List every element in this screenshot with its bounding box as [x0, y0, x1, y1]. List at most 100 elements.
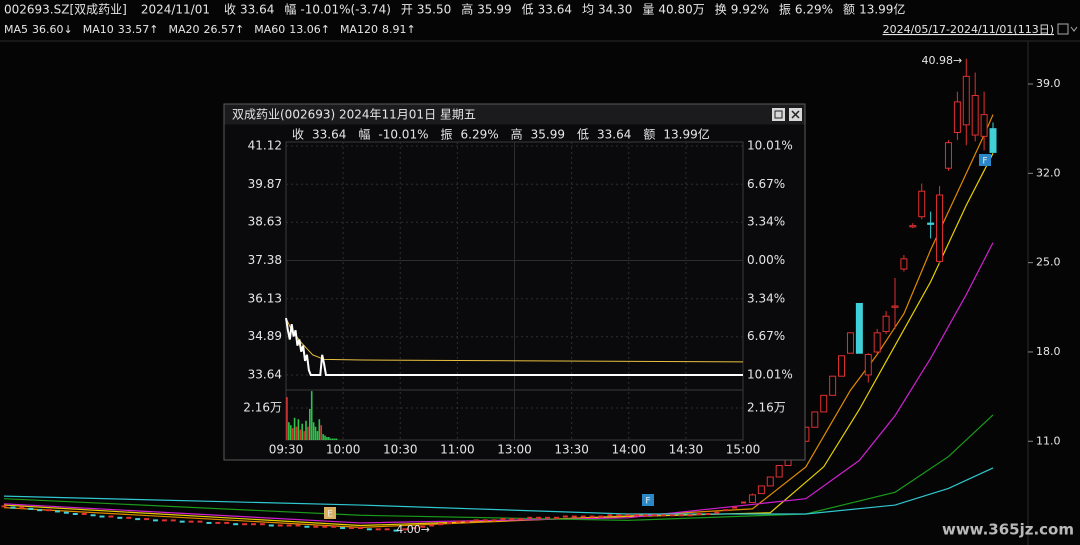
dropdown-icon[interactable] [1070, 26, 1078, 32]
ma-name: MA10 [83, 23, 114, 36]
candle [491, 519, 497, 522]
candle [161, 519, 167, 522]
candle-body [766, 476, 774, 487]
volume-bar [326, 437, 328, 440]
candle [723, 509, 729, 512]
x-tick-label: 13:30 [554, 443, 589, 457]
candle [429, 524, 435, 527]
candle-body [918, 190, 926, 218]
candle [553, 516, 559, 519]
candle-body [971, 95, 979, 136]
date-range: 2024/05/17-2024/11/01(113日) [883, 23, 1054, 36]
event-marker [324, 507, 336, 519]
candle [286, 524, 292, 527]
candle [375, 528, 381, 531]
candle [46, 509, 52, 512]
candle [741, 501, 747, 504]
field-label: 幅 [284, 2, 296, 17]
field-value: 35.50 [417, 3, 451, 17]
y-tick-label: 39.0 [1036, 77, 1061, 90]
ma-line [3, 242, 994, 524]
candle [135, 518, 141, 521]
candle [660, 514, 666, 517]
candle [482, 519, 488, 522]
volume-bar [301, 423, 303, 440]
field-value: 40.80万 [658, 3, 704, 17]
candle [366, 528, 372, 531]
candle-body [757, 485, 765, 495]
candle [72, 512, 78, 515]
candle [215, 521, 221, 524]
y-tick-label: 38.63 [248, 215, 282, 229]
field-label: 幅 [358, 127, 370, 142]
field-label: 均 [582, 3, 594, 17]
candle [268, 524, 274, 527]
popup-window: 双成药业(002693) 2024年11月01日 星期五 41.12 10.01% 3… [223, 103, 806, 461]
field-label: 量 [642, 3, 654, 17]
event-marker-label: F [982, 157, 987, 167]
field-label: 高 [511, 127, 523, 142]
candle [393, 529, 399, 532]
y-tick-label: 18.0 [1036, 345, 1061, 358]
pct-tick-label: 3.34% [747, 215, 785, 229]
volume-bar [289, 425, 292, 440]
vol-tick-label: 2.16万 [747, 401, 786, 415]
field-label: 收 [224, 3, 236, 17]
ma-name: MA120 [340, 23, 378, 36]
candle-body [838, 355, 846, 377]
field-value: -10.01% [378, 128, 428, 142]
field-value: 6.29% [795, 3, 833, 17]
candle-body [927, 222, 935, 225]
candle [295, 524, 301, 527]
candle [509, 518, 515, 521]
candle-body [855, 302, 863, 354]
candle [340, 527, 346, 530]
settings-icon[interactable] [1057, 23, 1069, 35]
y-tick-label: 33.64 [248, 368, 282, 382]
candle [625, 514, 631, 517]
volume-bar [331, 438, 334, 440]
x-tick-label: 14:30 [669, 443, 704, 457]
volume-bar [322, 434, 324, 440]
volume-bar [335, 438, 338, 440]
y-tick-label: 41.12 [248, 139, 282, 153]
candle [348, 527, 354, 530]
candle-body [873, 332, 881, 353]
y-tick-label: 37.38 [248, 253, 282, 267]
candle-body [820, 394, 828, 413]
ma-value: 33.57↑ [118, 23, 159, 36]
candle [197, 520, 203, 523]
candle-body [811, 411, 819, 428]
candle-body [775, 465, 783, 478]
candle [634, 514, 640, 517]
candle-body [944, 142, 952, 169]
y-tick-label: 34.89 [248, 329, 282, 343]
candle [643, 514, 649, 517]
volume-bar [297, 419, 300, 440]
field-value: 13.99亿 [663, 127, 709, 142]
pct-tick-label: 10.01% [747, 139, 793, 153]
field-value: 33.64 [240, 3, 274, 17]
field-label: 振 [779, 3, 791, 17]
candle [54, 510, 60, 513]
volume-bar [312, 422, 315, 440]
volume-bar [303, 431, 305, 440]
candle-body [900, 258, 908, 270]
candle [144, 518, 150, 521]
candle [313, 525, 319, 528]
candle [678, 514, 684, 517]
volume-bar [316, 431, 319, 440]
candle [464, 520, 470, 523]
volume-bar [310, 391, 313, 440]
candle [616, 514, 622, 517]
candle [687, 514, 693, 517]
candle [536, 516, 542, 519]
low-label: 4.00→ [396, 523, 430, 536]
maximize-button[interactable] [772, 108, 785, 121]
field-label: 收 [292, 128, 304, 142]
candle-body [846, 332, 854, 354]
candle [705, 512, 711, 515]
candle-body [882, 315, 890, 333]
candle [580, 515, 586, 518]
